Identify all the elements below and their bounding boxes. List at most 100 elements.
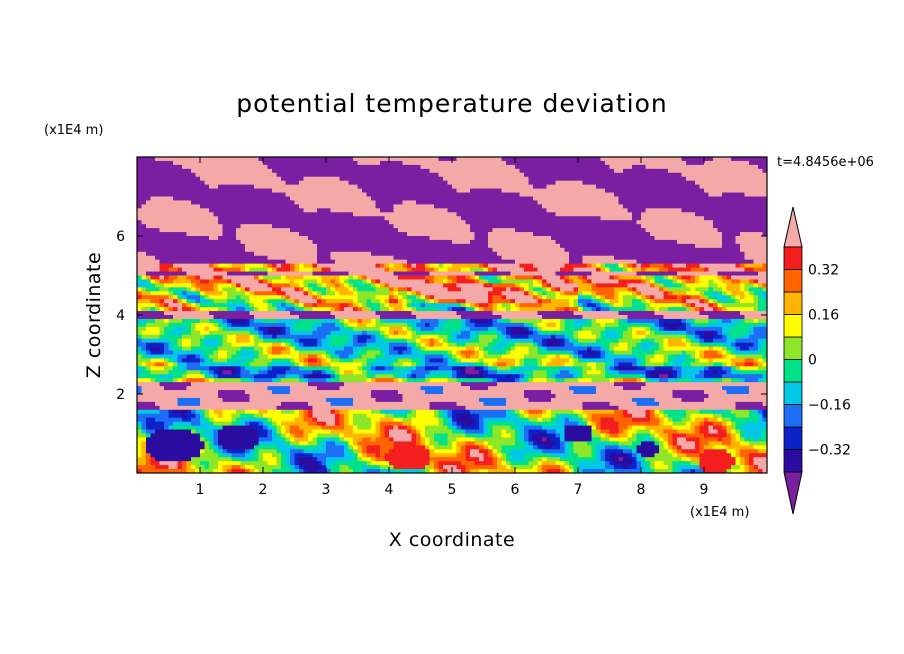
heatmap-cell — [141, 287, 147, 292]
heatmap-cell — [209, 172, 215, 178]
heatmap-cell — [321, 157, 327, 162]
heatmap-cell — [326, 168, 332, 174]
heatmap-cell — [375, 188, 381, 194]
heatmap-cell — [398, 259, 404, 265]
heatmap-cell — [479, 287, 485, 292]
heatmap-cell — [209, 220, 215, 225]
heatmap-cell — [650, 275, 656, 281]
heatmap-cell — [321, 216, 327, 221]
heatmap-cell — [330, 176, 336, 182]
heatmap-cell — [263, 271, 269, 277]
heatmap-cell — [528, 279, 534, 284]
heatmap-cell — [191, 239, 197, 245]
heatmap-cell — [627, 279, 633, 284]
heatmap-cell — [195, 279, 201, 284]
heatmap-cell — [497, 287, 503, 292]
heatmap-cell — [186, 259, 192, 265]
heatmap-cell — [762, 228, 767, 233]
heatmap-cell — [614, 200, 620, 205]
heatmap-cell — [218, 220, 224, 225]
heatmap-cell — [398, 275, 404, 281]
heatmap-cell — [722, 267, 728, 273]
heatmap-cell — [623, 255, 629, 261]
heatmap-cell — [222, 275, 228, 281]
heatmap-cell — [330, 263, 336, 269]
heatmap-cell — [686, 251, 692, 257]
heatmap-cell — [465, 204, 471, 209]
heatmap-cell — [186, 172, 192, 178]
heatmap-cell — [380, 228, 386, 233]
heatmap-cell — [231, 208, 237, 213]
heatmap-cell — [330, 232, 336, 237]
heatmap-cell — [443, 184, 449, 190]
heatmap-cell — [461, 228, 467, 233]
heatmap-cell — [195, 192, 201, 198]
heatmap-cell — [717, 271, 723, 277]
heatmap-cell — [317, 279, 323, 284]
heatmap-cell — [173, 200, 179, 205]
heatmap-cell — [546, 157, 552, 162]
heatmap-cell — [510, 259, 516, 265]
heatmap-cell — [636, 160, 642, 166]
heatmap-cell — [609, 164, 615, 170]
heatmap-cell — [645, 259, 651, 265]
heatmap-cell — [330, 239, 336, 245]
heatmap-cell — [281, 204, 287, 209]
heatmap-cell — [546, 224, 552, 229]
heatmap-cell — [173, 196, 179, 202]
heatmap-cell — [699, 180, 705, 186]
heatmap-cell — [344, 172, 350, 178]
heatmap-cell — [182, 200, 188, 205]
heatmap-cell — [650, 243, 656, 249]
heatmap-cell — [717, 283, 723, 288]
heatmap-cell — [641, 188, 647, 194]
heatmap-cell — [713, 184, 719, 190]
heatmap-cell — [758, 180, 764, 186]
heatmap-cell — [501, 216, 507, 221]
heatmap-cell — [294, 220, 300, 225]
heatmap-cell — [321, 283, 327, 288]
heatmap-cell — [596, 208, 602, 213]
heatmap-cell — [524, 259, 530, 265]
heatmap-cell — [366, 267, 372, 273]
heatmap-cell — [713, 180, 719, 186]
heatmap-cell — [159, 291, 165, 296]
heatmap-cell — [447, 196, 453, 202]
heatmap-cell — [290, 204, 296, 209]
heatmap-cell — [155, 228, 161, 233]
heatmap-cell — [627, 192, 633, 198]
heatmap-cell — [641, 263, 647, 269]
heatmap-cell — [227, 192, 233, 198]
heatmap-cell — [249, 204, 255, 209]
heatmap-cell — [762, 291, 767, 296]
heatmap-cell — [515, 232, 521, 237]
heatmap-cell — [375, 200, 381, 205]
heatmap-cell — [677, 232, 683, 237]
heatmap-cell — [312, 239, 318, 245]
heatmap-cell — [420, 157, 426, 162]
heatmap-cell — [708, 168, 714, 174]
heatmap-cell — [362, 196, 368, 202]
heatmap-cell — [614, 224, 620, 229]
heatmap-cell — [591, 196, 597, 202]
heatmap-cell — [159, 247, 165, 253]
heatmap-cell — [173, 224, 179, 229]
heatmap-cell — [195, 283, 201, 288]
heatmap-cell — [236, 196, 242, 202]
heatmap-cell — [191, 232, 197, 237]
heatmap-cell — [587, 224, 593, 229]
heatmap-cell — [159, 168, 165, 174]
heatmap-cell — [726, 287, 732, 292]
heatmap-cell — [371, 267, 377, 273]
heatmap-cell — [537, 275, 543, 281]
heatmap-cell — [231, 188, 237, 194]
heatmap-cell — [672, 267, 678, 273]
heatmap-cell — [713, 279, 719, 284]
heatmap-cell — [222, 271, 228, 277]
heatmap-cell — [299, 200, 305, 205]
heatmap-cell — [402, 295, 408, 300]
heatmap-cell — [335, 287, 341, 292]
heatmap-cell — [375, 271, 381, 277]
heatmap-cell — [497, 184, 503, 190]
heatmap-cell — [218, 216, 224, 221]
